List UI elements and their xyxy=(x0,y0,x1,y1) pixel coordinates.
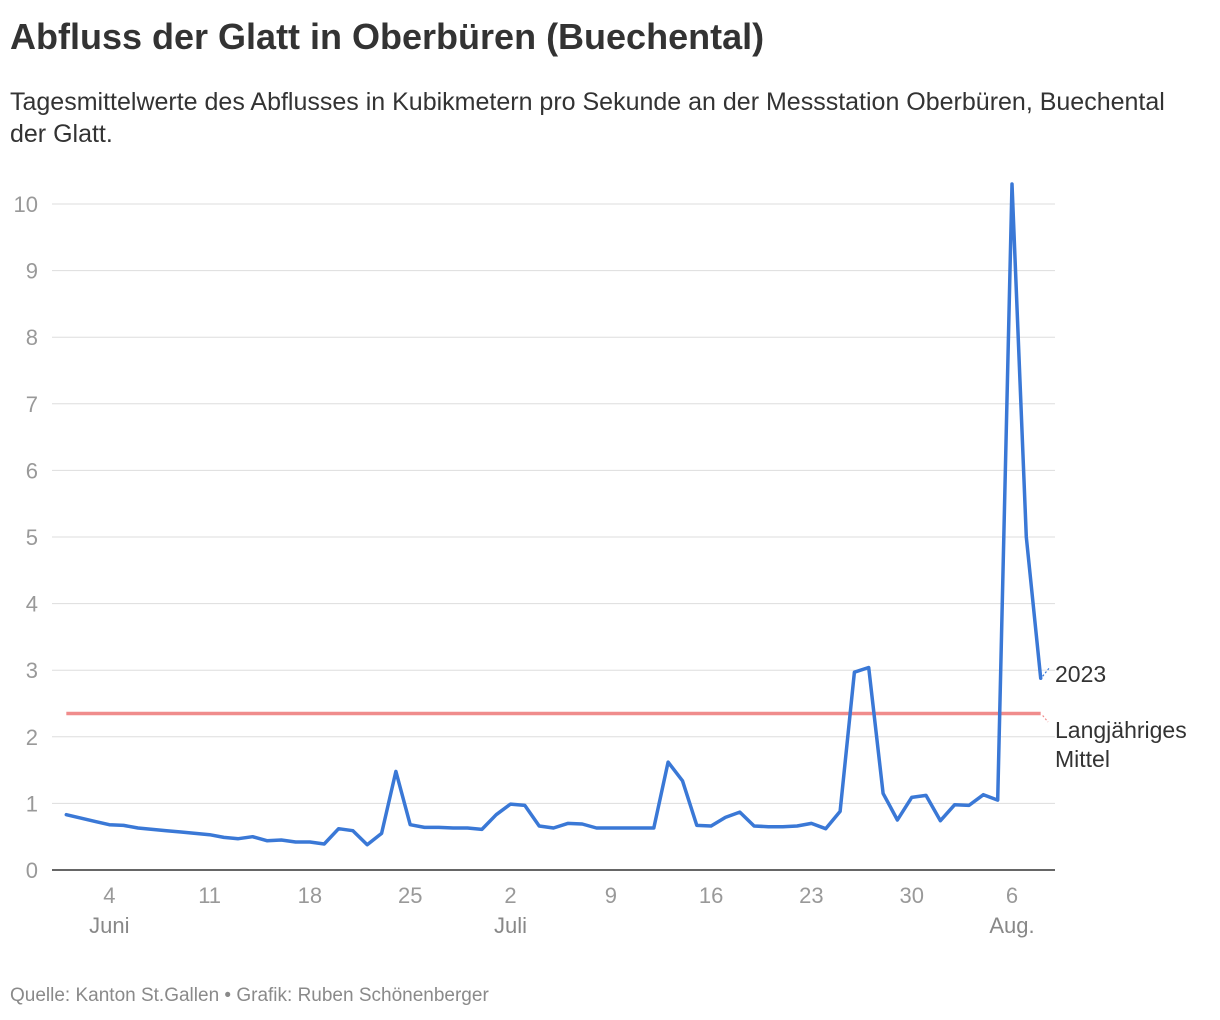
x-tick-label: 25 xyxy=(398,883,422,908)
source-credit: Quelle: Kanton St.Gallen • Grafik: Ruben… xyxy=(10,985,489,1006)
series-label-mean: Langjähriges Mittel xyxy=(1055,717,1187,772)
x-month-label: Juli xyxy=(494,913,527,938)
label-connector xyxy=(1042,715,1049,723)
series-label-2023: 2023 xyxy=(1055,661,1106,687)
series-labels: 2023 Langjähriges Mittel xyxy=(1042,661,1187,772)
x-tick-label: 23 xyxy=(799,883,823,908)
x-tick-label: 16 xyxy=(699,883,723,908)
y-tick-label: 2 xyxy=(26,725,38,750)
x-month-label: Aug. xyxy=(989,913,1034,938)
x-month-label: Juni xyxy=(89,913,129,938)
y-tick-label: 4 xyxy=(26,592,38,617)
x-axis-ticks: 4 Juni 11 18 25 2 Juli 9 16 23 30 6 Aug. xyxy=(89,883,1035,938)
x-tick-label: 9 xyxy=(605,883,617,908)
y-tick-label: 6 xyxy=(26,458,38,483)
x-tick-label: 2 xyxy=(504,883,516,908)
y-tick-label: 0 xyxy=(26,858,38,883)
y-tick-label: 7 xyxy=(26,392,38,417)
series xyxy=(64,182,1043,847)
y-tick-label: 1 xyxy=(26,791,38,816)
label-connector xyxy=(1042,666,1051,677)
x-tick-label: 18 xyxy=(298,883,322,908)
series-line-2023 xyxy=(64,182,1043,847)
x-tick-label: 4 xyxy=(103,883,115,908)
x-tick-label: 11 xyxy=(198,883,221,908)
y-tick-label: 3 xyxy=(26,658,38,683)
y-tick-label: 5 xyxy=(26,525,38,550)
x-tick-label: 6 xyxy=(1006,883,1018,908)
chart-subtitle: Tagesmittelwerte des Abflusses in Kubikm… xyxy=(10,88,1165,148)
y-tick-label: 10 xyxy=(14,192,38,217)
grid xyxy=(52,203,1055,871)
y-axis-ticks: 0 1 2 3 4 5 6 7 8 9 10 xyxy=(14,192,38,883)
chart-title: Abfluss der Glatt in Oberbüren (Buechent… xyxy=(10,16,765,57)
x-tick-label: 30 xyxy=(899,883,923,908)
y-tick-label: 8 xyxy=(26,325,38,350)
y-tick-label: 9 xyxy=(26,259,38,284)
